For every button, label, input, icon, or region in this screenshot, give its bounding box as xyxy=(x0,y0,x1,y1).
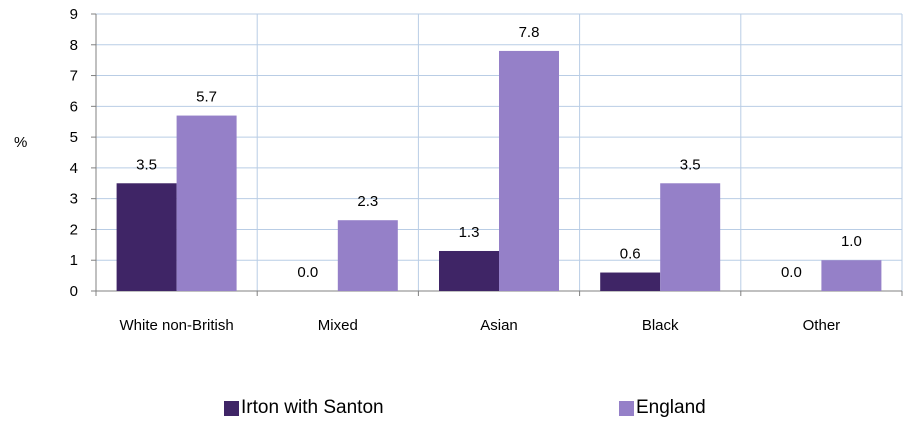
bar-series-2 xyxy=(499,50,559,291)
x-tick-label: Mixed xyxy=(318,317,358,334)
y-tick-label: 0 xyxy=(70,283,78,300)
legend-swatch-series-2 xyxy=(619,400,634,416)
data-label: 1.3 xyxy=(459,224,480,241)
x-tick-label: Black xyxy=(642,317,679,334)
data-label: 5.7 xyxy=(196,89,217,106)
y-tick-label: 2 xyxy=(70,221,78,238)
bar-series-2 xyxy=(821,260,882,291)
y-tick-label: 3 xyxy=(70,191,78,208)
data-label: 0.6 xyxy=(620,246,641,263)
bar-series-1 xyxy=(439,250,499,291)
data-label: 3.5 xyxy=(136,156,157,173)
data-label: 0.0 xyxy=(297,264,318,281)
legend-label-series-2: England xyxy=(636,397,706,418)
legend-label-series-1: Irton with Santon xyxy=(241,397,384,418)
y-tick-label: 1 xyxy=(70,252,78,269)
bar-series-2 xyxy=(176,115,237,291)
bar-series-1 xyxy=(116,183,177,291)
x-tick-label: White non-British xyxy=(119,317,233,334)
bar-series-2 xyxy=(660,183,721,291)
y-tick-label: 5 xyxy=(70,129,78,146)
legend-item-series-1: Irton with Santon xyxy=(224,397,384,419)
y-axis-label: % xyxy=(14,134,28,151)
data-label: 3.5 xyxy=(680,156,701,173)
data-label: 0.0 xyxy=(781,264,802,281)
y-tick-label: 6 xyxy=(70,98,78,115)
data-label: 1.0 xyxy=(841,233,862,250)
y-tick-label: 8 xyxy=(70,37,78,54)
y-tick-label: 9 xyxy=(70,6,78,23)
bar-series-1 xyxy=(600,272,661,291)
data-label: 7.8 xyxy=(519,24,540,41)
y-tick-label: 4 xyxy=(70,160,78,177)
legend-swatch-series-1 xyxy=(224,400,239,416)
x-tick-label: Other xyxy=(803,317,841,334)
legend-item-series-2: England xyxy=(619,397,706,419)
x-tick-label: Asian xyxy=(480,317,518,334)
y-tick-label: 7 xyxy=(70,68,78,85)
data-label: 2.3 xyxy=(357,193,378,210)
bar-series-2 xyxy=(337,220,398,291)
